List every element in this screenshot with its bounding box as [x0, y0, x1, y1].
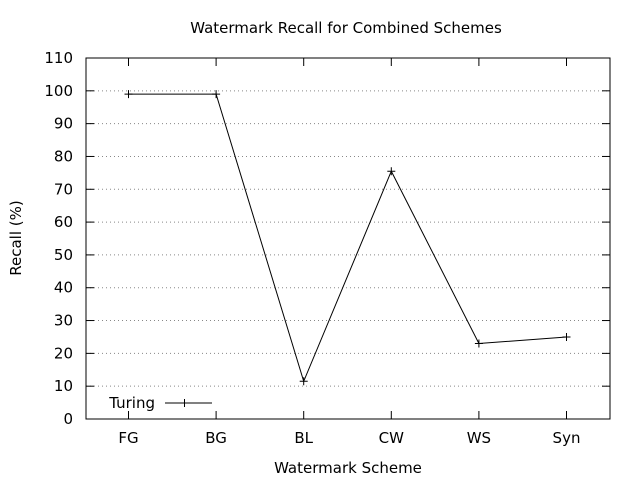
series-layer	[124, 90, 571, 386]
data-point	[124, 90, 133, 99]
legend-label-turing: Turing	[108, 394, 155, 412]
data-point	[299, 377, 308, 386]
x-tick-label: BG	[205, 429, 227, 447]
y-tick-label: 10	[54, 377, 73, 395]
data-point	[212, 90, 221, 99]
y-tick-label: 70	[54, 180, 73, 198]
chart-title: Watermark Recall for Combined Schemes	[190, 19, 502, 37]
x-tick-label: Syn	[553, 429, 581, 447]
y-tick-label: 80	[54, 147, 73, 165]
y-tick-label: 30	[54, 312, 73, 330]
data-point	[387, 167, 396, 176]
x-axis-title: Watermark Scheme	[274, 459, 422, 477]
y-tick-label: 40	[54, 279, 73, 297]
y-tick-label: 100	[44, 82, 73, 100]
y-tick-label: 50	[54, 246, 73, 264]
x-axis: FG BG BL CW WS Syn	[118, 58, 580, 447]
plot-frame	[85, 57, 611, 420]
series-line-0	[128, 93, 567, 383]
y-axis-title: Recall (%)	[7, 200, 25, 275]
y-tick-label: 60	[54, 213, 73, 231]
data-point	[562, 332, 571, 341]
grid-lines	[86, 90, 610, 387]
y-tick-label: 90	[54, 115, 73, 133]
legend: Turing	[108, 394, 212, 412]
x-tick-label: WS	[467, 429, 491, 447]
y-tick-label: 0	[63, 410, 73, 428]
y-tick-label: 20	[54, 344, 73, 362]
x-tick-label: CW	[379, 429, 404, 447]
y-tick-label: 110	[44, 49, 73, 67]
data-point	[474, 339, 483, 348]
y-axis: 0 10 20 30 40 50 60 70 80 90 100 110	[44, 49, 610, 428]
x-tick-label: FG	[118, 429, 138, 447]
legend-marker-sample	[180, 399, 189, 407]
x-tick-label: BL	[294, 429, 313, 447]
